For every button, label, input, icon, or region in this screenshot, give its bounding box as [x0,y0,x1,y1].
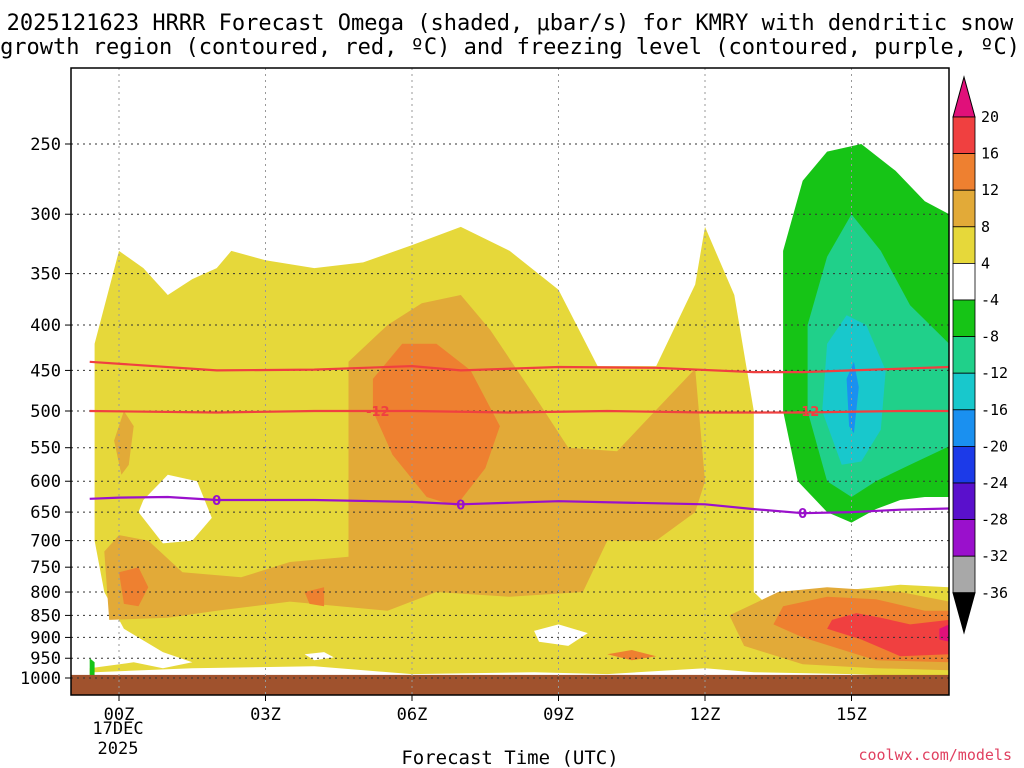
y-tick-label: 800 [30,583,61,603]
omega-region [119,567,149,607]
y-tick-label: 250 [30,135,61,155]
colorbar-bin [952,153,976,191]
colorbar-bin [952,226,976,264]
colorbar-label: -4 [981,291,999,309]
contour-lines: -12 -12 0 0 0 [89,360,949,522]
colorbar-arrow-bottom [952,592,976,635]
y-tick-label: 1000 [20,669,61,689]
omega-region [846,361,859,434]
grid-lines [71,68,949,695]
omega-region [89,658,95,678]
colorbar-label: 16 [981,145,999,163]
omega-region [827,613,949,657]
plot-frame [70,67,950,696]
pressure-axis: 2503003504004505005506006507007508008509… [20,135,71,689]
y-tick-label: 650 [30,503,61,523]
colorbar-bin [952,409,976,447]
colorbar-label: 20 [981,108,999,126]
omega-shading [89,144,949,682]
colorbar-arrow-top [952,75,976,118]
y-tick-label: 300 [30,205,61,225]
x-tick-label: 00Z [104,705,135,725]
colorbar-bin [952,336,976,374]
contour-freezing-level [89,495,949,515]
omega-region [304,587,325,607]
contour-label: -12 [366,405,390,420]
colorbar-label: -28 [981,511,1008,529]
colorbar-label: -12 [981,364,1008,382]
colorbar-bin [952,519,976,557]
colorbar-bin [952,482,976,520]
colorbar-label: -20 [981,437,1008,455]
colorbar: 20 16 12 8 4 -4 -8 -12 -16 -20 -24 -28 -32 -36 [952,75,1008,635]
colorbar-label: -16 [981,401,1008,419]
ground-fill [71,674,949,695]
credit-link[interactable]: coolwx.com/models [858,746,1012,764]
colorbar-label: 8 [981,218,990,236]
colorbar-bin [952,372,976,411]
y-tick-label: 400 [30,316,61,336]
y-tick-label: 350 [30,265,61,285]
contour-dgz-lower [89,409,949,414]
y-tick-label: 700 [30,532,61,552]
y-tick-label: 550 [30,439,61,459]
x-tick-label: 03Z [250,705,281,725]
omega-region [372,343,500,507]
colorbar-label: -36 [981,584,1008,602]
x-axis-label: Forecast Time (UTC) [401,747,618,768]
omega-region [534,624,588,646]
y-tick-label: 600 [30,472,61,492]
x-tick-label: 09Z [543,705,574,725]
x-tick-label: 15Z [836,705,867,725]
time-axis: 00Z 03Z 06Z 09Z 12Z 15Z [104,695,867,725]
omega-region [138,474,212,544]
ground-surface [71,674,949,695]
colorbar-label: 4 [981,254,990,272]
omega-region [607,650,657,661]
y-tick-label: 850 [30,606,61,626]
y-tick-label: 750 [30,558,61,578]
chart-title-line1: 2025121623 HRRR Forecast Omega (shaded, … [7,11,1014,36]
colorbar-bin [952,445,976,484]
date-label-day: 17DEC [92,719,143,739]
y-tick-label: 450 [30,361,61,381]
x-tick-label: 12Z [690,705,721,725]
contour-label: 0 [798,507,807,522]
colorbar-bin [952,262,976,301]
contour-label: 0 [456,498,465,513]
colorbar-bin [952,116,976,154]
y-tick-label: 950 [30,649,61,669]
date-label-year: 2025 [98,739,139,759]
contour-dgz-upper [89,360,949,374]
colorbar-bin [952,189,976,228]
contour-label: -12 [796,405,820,420]
colorbar-label: -32 [981,547,1008,565]
colorbar-label: -24 [981,474,1008,492]
x-tick-label: 06Z [397,705,428,725]
colorbar-bin [952,555,976,594]
y-tick-label: 500 [30,402,61,422]
colorbar-label: -8 [981,328,999,346]
contour-label: 0 [212,494,221,509]
y-tick-label: 900 [30,628,61,648]
colorbar-bin [952,299,976,337]
chart-title-line2: growth region (contoured, red, ºC) and f… [0,35,1020,60]
colorbar-label: 12 [981,181,999,199]
